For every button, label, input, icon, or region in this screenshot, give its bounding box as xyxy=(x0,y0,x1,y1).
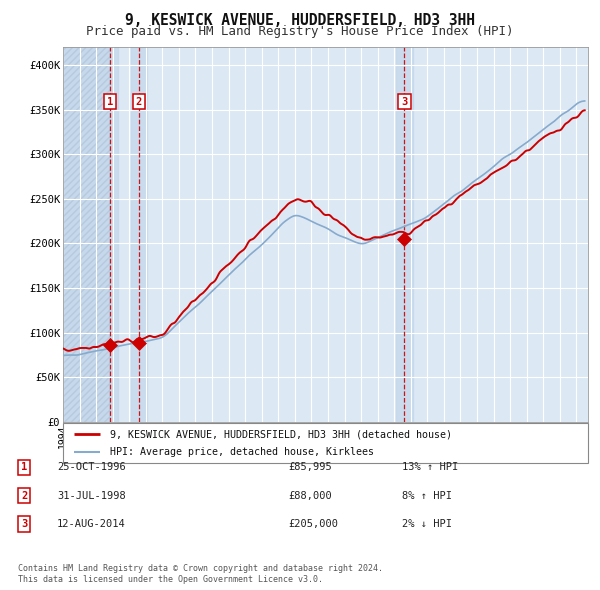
Text: £85,995: £85,995 xyxy=(288,463,332,472)
FancyBboxPatch shape xyxy=(63,423,588,463)
Text: This data is licensed under the Open Government Licence v3.0.: This data is licensed under the Open Gov… xyxy=(18,575,323,584)
Text: 3: 3 xyxy=(21,519,27,529)
Text: 1: 1 xyxy=(21,463,27,472)
Text: Price paid vs. HM Land Registry's House Price Index (HPI): Price paid vs. HM Land Registry's House … xyxy=(86,25,514,38)
Text: 9, KESWICK AVENUE, HUDDERSFIELD, HD3 3HH: 9, KESWICK AVENUE, HUDDERSFIELD, HD3 3HH xyxy=(125,13,475,28)
Bar xyxy=(131,47,147,422)
Text: 2: 2 xyxy=(21,491,27,500)
Text: 9, KESWICK AVENUE, HUDDERSFIELD, HD3 3HH (detached house): 9, KESWICK AVENUE, HUDDERSFIELD, HD3 3HH… xyxy=(110,430,452,440)
Text: £88,000: £88,000 xyxy=(288,491,332,500)
Text: HPI: Average price, detached house, Kirklees: HPI: Average price, detached house, Kirk… xyxy=(110,447,374,457)
Text: Contains HM Land Registry data © Crown copyright and database right 2024.: Contains HM Land Registry data © Crown c… xyxy=(18,565,383,573)
Text: 1: 1 xyxy=(107,97,113,107)
Text: 3: 3 xyxy=(401,97,407,107)
Bar xyxy=(63,47,110,422)
Text: 8% ↑ HPI: 8% ↑ HPI xyxy=(402,491,452,500)
Text: 2: 2 xyxy=(136,97,142,107)
Text: 25-OCT-1996: 25-OCT-1996 xyxy=(57,463,126,472)
Bar xyxy=(101,47,118,422)
Bar xyxy=(396,47,413,422)
Text: 31-JUL-1998: 31-JUL-1998 xyxy=(57,491,126,500)
Text: 13% ↑ HPI: 13% ↑ HPI xyxy=(402,463,458,472)
Text: 12-AUG-2014: 12-AUG-2014 xyxy=(57,519,126,529)
Text: £205,000: £205,000 xyxy=(288,519,338,529)
Text: 2% ↓ HPI: 2% ↓ HPI xyxy=(402,519,452,529)
